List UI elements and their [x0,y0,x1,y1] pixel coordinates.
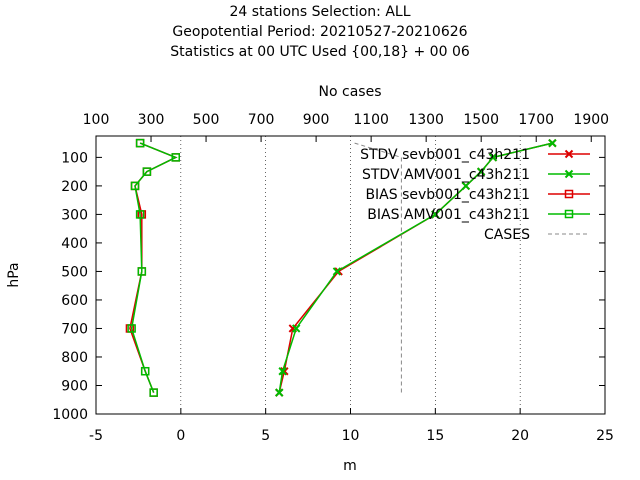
y-tick-label: 100 [61,150,88,166]
data-point [149,388,158,397]
chart-title-line: Geopotential Period: 20210527-20210626 [172,24,467,40]
x2-tick-label: 500 [193,112,220,128]
series-line [129,142,178,393]
legend-label: STDV sevb001_c43h211 [360,147,530,163]
x-tick-label: 0 [176,428,185,444]
x-axis-label: m [343,458,357,474]
data-point [149,388,158,397]
x2-tick-label: 1900 [573,112,609,128]
data-point [431,210,440,219]
x2-tick-label: 1100 [353,112,389,128]
data-point [564,189,574,199]
legend-label: BIAS sevb001_c43h211 [365,187,530,203]
y-tick-label: 300 [61,207,88,223]
legend-label: CASES [484,227,530,243]
chart-title-line: 24 stations Selection: ALL [229,4,410,20]
data-point [135,138,145,148]
y-tick-label: 200 [61,179,88,195]
x2-tick-label: 900 [303,112,330,128]
data-point [564,209,574,219]
x-tick-label: 5 [261,428,270,444]
data-point [142,167,152,176]
y-tick-label: 600 [61,293,88,309]
y-tick-label: 400 [61,236,88,252]
x-tick-label: 10 [342,428,360,444]
x2-tick-label: 1500 [463,112,499,128]
x-tick-label: 25 [596,428,614,444]
data-point [548,138,557,148]
data-point [137,267,147,276]
y-tick-label: 900 [61,378,88,394]
data-point [332,267,342,276]
series-line [130,142,178,393]
data-point [564,149,574,159]
legend-label: BIAS AMV001_c43h211 [367,207,530,223]
data-point [130,181,140,191]
data-point [127,324,136,333]
x2-tick-label: 100 [83,112,110,128]
data-point [488,153,498,162]
y-tick-label: 800 [61,350,88,366]
data-point [461,181,471,191]
x2-tick-label: 1700 [518,112,554,128]
x2-axis-label: No cases [319,84,382,100]
legend-label: STDV AMV001_c43h211 [362,167,530,183]
x-tick-label: 15 [426,428,444,444]
data-point [291,324,301,333]
data-point [278,367,287,376]
data-point [135,210,145,219]
x-tick-label: -5 [89,428,103,444]
chart-title-line: Statistics at 00 UTC Used {00,18} + 00 0… [170,44,470,60]
x2-tick-label: 700 [248,112,275,128]
x2-tick-label: 300 [138,112,165,128]
y-axis-label: hPa [6,262,22,287]
series-line [354,142,402,393]
data-point [171,153,180,162]
data-point [476,167,486,176]
x-tick-label: 20 [511,428,529,444]
y-tick-label: 1000 [52,407,88,423]
data-point [140,366,150,376]
data-point [564,169,574,179]
x2-tick-label: 1300 [408,112,444,128]
data-point [275,388,284,397]
y-tick-label: 700 [61,321,88,337]
y-tick-label: 500 [61,264,88,280]
